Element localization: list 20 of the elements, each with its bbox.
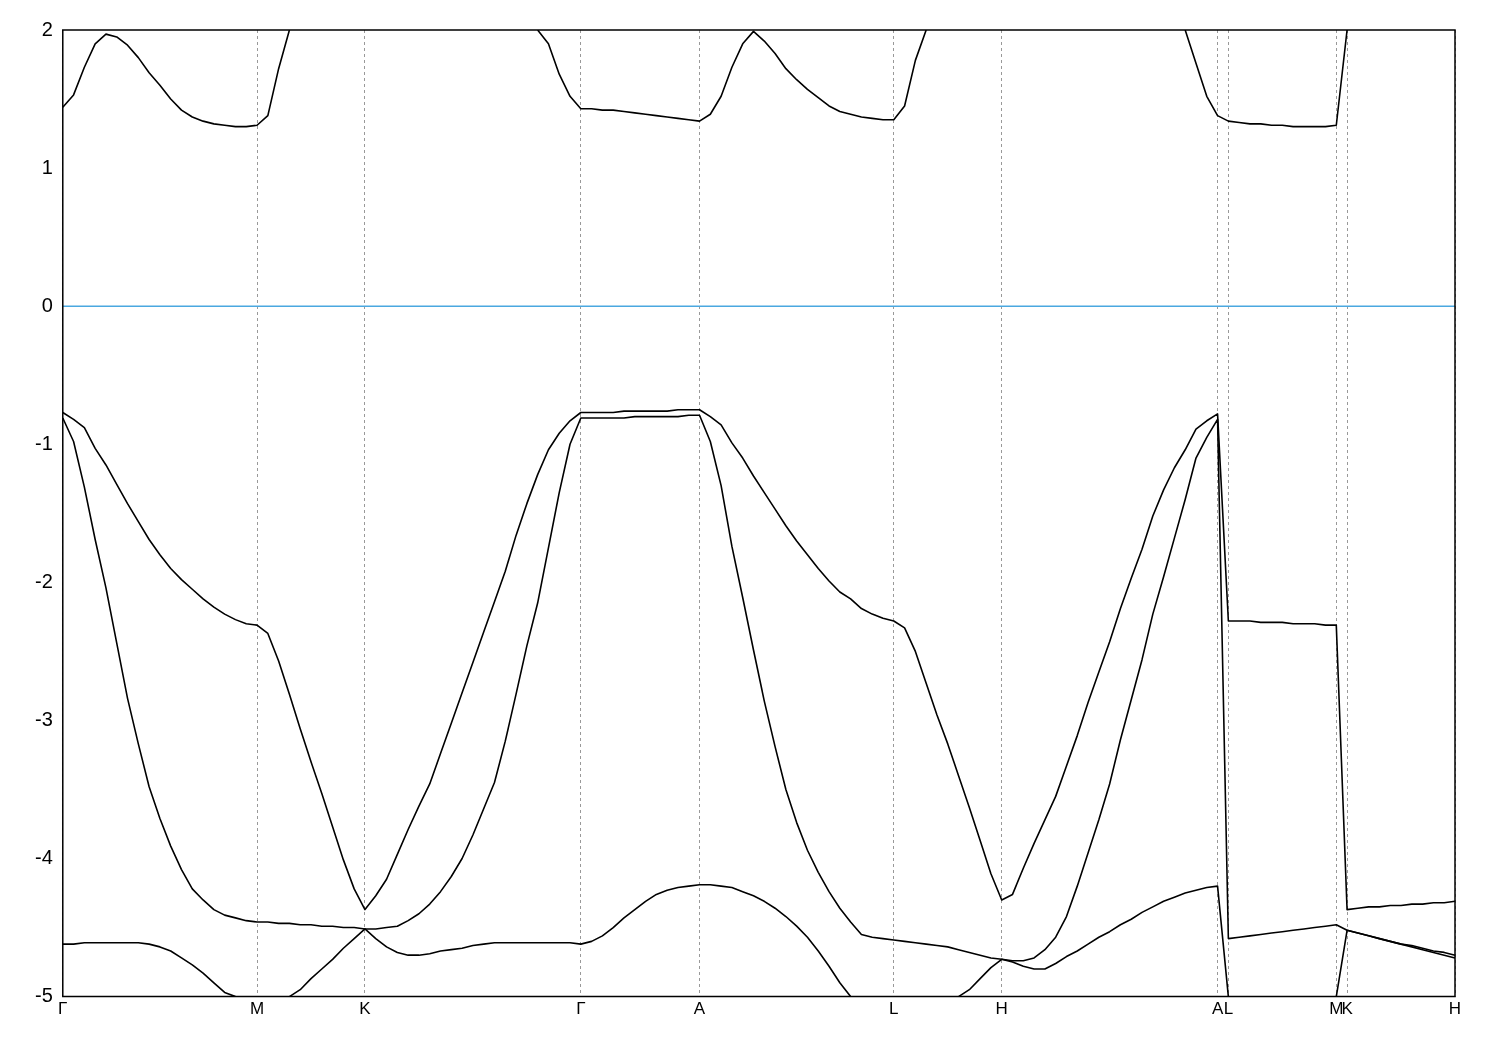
y-tick-label: -5 bbox=[34, 984, 53, 1007]
x-tick-label: H bbox=[995, 999, 1008, 1019]
y-tick-label: 0 bbox=[41, 293, 53, 316]
x-tick-label: H bbox=[1448, 999, 1462, 1019]
x-tick-label: K bbox=[1341, 999, 1354, 1019]
x-tick-label: M bbox=[249, 999, 265, 1019]
x-tick-label: L bbox=[1223, 999, 1234, 1019]
x-tick-label: Γ bbox=[576, 999, 586, 1019]
y-tick-label: -1 bbox=[34, 431, 53, 454]
y-tick-label: 2 bbox=[41, 17, 53, 40]
x-tick-label: L bbox=[889, 999, 899, 1019]
x-tick-label: K bbox=[359, 999, 372, 1019]
y-tick-label: -4 bbox=[34, 846, 53, 869]
y-tick-label: 1 bbox=[41, 155, 53, 178]
x-tick-label: A bbox=[1211, 999, 1224, 1019]
y-tick-label: -3 bbox=[34, 707, 53, 730]
x-tick-label: M bbox=[1329, 999, 1344, 1019]
x-tick-label: A bbox=[693, 999, 706, 1019]
y-tick-label: -2 bbox=[34, 569, 53, 592]
x-tick-label: Γ bbox=[58, 999, 68, 1019]
